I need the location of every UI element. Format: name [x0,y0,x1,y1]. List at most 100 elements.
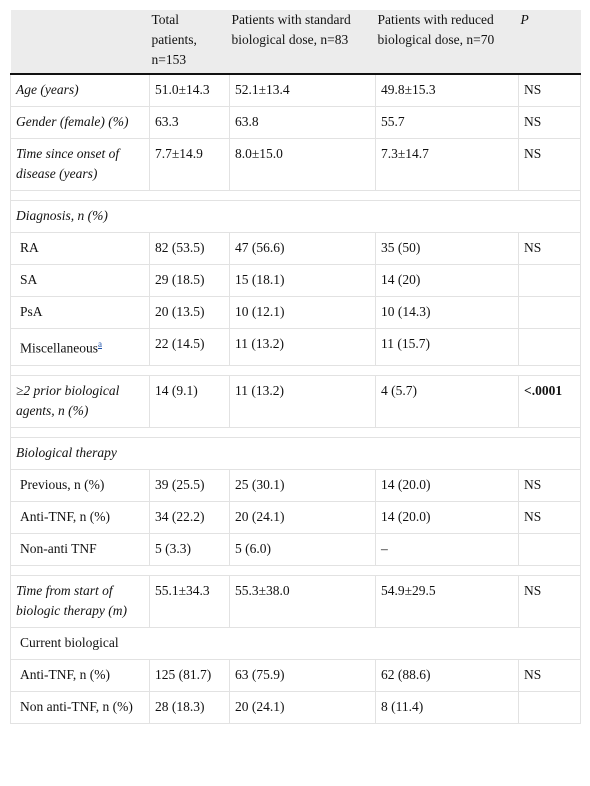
row-label: Time since onset of disease (years) [10,138,150,191]
cell: 5 (3.3) [149,533,230,566]
table-row: PsA 20 (13.5) 10 (12.1) 10 (14.3) [10,296,581,329]
table-body: Age (years) 51.0±14.3 52.1±13.4 49.8±15.… [10,74,581,724]
cell: – [375,533,519,566]
row-label: Non-anti TNF [10,533,150,566]
cell: 63 (75.9) [229,659,376,692]
header-standard: Patients with standard biological dose, … [229,10,376,74]
table-row: Time since onset of disease (years) 7.7±… [10,138,581,191]
cell: 28 (18.3) [149,691,230,724]
table-row: Non-anti TNF 5 (3.3) 5 (6.0) – [10,533,581,566]
cell: 14 (20.0) [375,469,519,502]
cell: 7.3±14.7 [375,138,519,191]
cell: 14 (20) [375,264,519,297]
row-label: Time from start of biologic therapy (m) [10,575,150,628]
section-label-diagnosis: Diagnosis, n (%) [10,200,581,233]
cell: 11 (13.2) [229,328,376,366]
baseline-characteristics-table: Total patients, n=153 Patients with stan… [10,10,581,724]
cell [518,533,581,566]
cell [518,264,581,297]
section-row: Current biological [10,627,581,660]
table-row: Non anti-TNF, n (%) 28 (18.3) 20 (24.1) … [10,691,581,724]
table-row: Anti-TNF, n (%) 34 (22.2) 20 (24.1) 14 (… [10,501,581,534]
cell: 82 (53.5) [149,232,230,265]
cell: 8.0±15.0 [229,138,376,191]
cell: 11 (13.2) [229,375,376,428]
table-row: Previous, n (%) 39 (25.5) 25 (30.1) 14 (… [10,469,581,502]
cell: NS [518,469,581,502]
cell: 54.9±29.5 [375,575,519,628]
row-label: RA [10,232,150,265]
cell: 22 (14.5) [149,328,230,366]
header-p: P [518,10,581,74]
row-label: ≥2 prior biological agents, n (%) [10,375,150,428]
cell: NS [518,232,581,265]
row-label: Non anti-TNF, n (%) [10,691,150,724]
cell: 8 (11.4) [375,691,519,724]
table-header: Total patients, n=153 Patients with stan… [10,10,581,74]
cell: 52.1±13.4 [229,74,376,107]
table-row: RA 82 (53.5) 47 (56.6) 35 (50) NS [10,232,581,265]
cell [518,328,581,366]
header-total: Total patients, n=153 [149,10,230,74]
cell: 4 (5.7) [375,375,519,428]
row-label: PsA [10,296,150,329]
table-row: Miscellaneousa 22 (14.5) 11 (13.2) 11 (1… [10,328,581,366]
table-row: Gender (female) (%) 63.3 63.8 55.7 NS [10,106,581,139]
cell: 55.1±34.3 [149,575,230,628]
cell: 10 (12.1) [229,296,376,329]
cell [518,691,581,724]
cell: 15 (18.1) [229,264,376,297]
table-row: Age (years) 51.0±14.3 52.1±13.4 49.8±15.… [10,74,581,107]
cell: 55.7 [375,106,519,139]
cell: 55.3±38.0 [229,575,376,628]
section-row: Diagnosis, n (%) [10,200,581,233]
cell: NS [518,74,581,107]
cell: NS [518,501,581,534]
cell: 25 (30.1) [229,469,376,502]
cell: 125 (81.7) [149,659,230,692]
row-label: Previous, n (%) [10,469,150,502]
spacer-row [10,365,581,376]
cell: 7.7±14.9 [149,138,230,191]
section-label-current: Current biological [10,627,581,660]
spacer-row [10,427,581,438]
cell: 11 (15.7) [375,328,519,366]
cell: NS [518,575,581,628]
cell: 5 (6.0) [229,533,376,566]
cell: 29 (18.5) [149,264,230,297]
header-empty [10,10,150,74]
table-row: ≥2 prior biological agents, n (%) 14 (9.… [10,375,581,428]
section-label-biological: Biological therapy [10,437,581,470]
spacer-row [10,190,581,201]
cell: 63.8 [229,106,376,139]
cell: 39 (25.5) [149,469,230,502]
cell: 10 (14.3) [375,296,519,329]
cell: 14 (9.1) [149,375,230,428]
table-row: SA 29 (18.5) 15 (18.1) 14 (20) [10,264,581,297]
misc-label: Miscellaneous [20,340,98,356]
cell: 47 (56.6) [229,232,376,265]
cell: 14 (20.0) [375,501,519,534]
cell: 62 (88.6) [375,659,519,692]
table-row: Time from start of biologic therapy (m) … [10,575,581,628]
table-row: Anti-TNF, n (%) 125 (81.7) 63 (75.9) 62 … [10,659,581,692]
cell: NS [518,659,581,692]
footnote-link[interactable]: a [97,339,102,349]
cell: 20 (24.1) [229,501,376,534]
header-reduced: Patients with reduced biological dose, n… [375,10,519,74]
cell: 49.8±15.3 [375,74,519,107]
row-label: Anti-TNF, n (%) [10,659,150,692]
cell: NS [518,138,581,191]
cell-significant: <.0001 [518,375,581,428]
cell: 34 (22.2) [149,501,230,534]
cell [518,296,581,329]
row-label: Gender (female) (%) [10,106,150,139]
cell: 20 (13.5) [149,296,230,329]
spacer-row [10,565,581,576]
row-label-misc: Miscellaneousa [10,328,150,366]
row-label: SA [10,264,150,297]
section-row: Biological therapy [10,437,581,470]
row-label: Anti-TNF, n (%) [10,501,150,534]
cell: 35 (50) [375,232,519,265]
row-label: Age (years) [10,74,150,107]
